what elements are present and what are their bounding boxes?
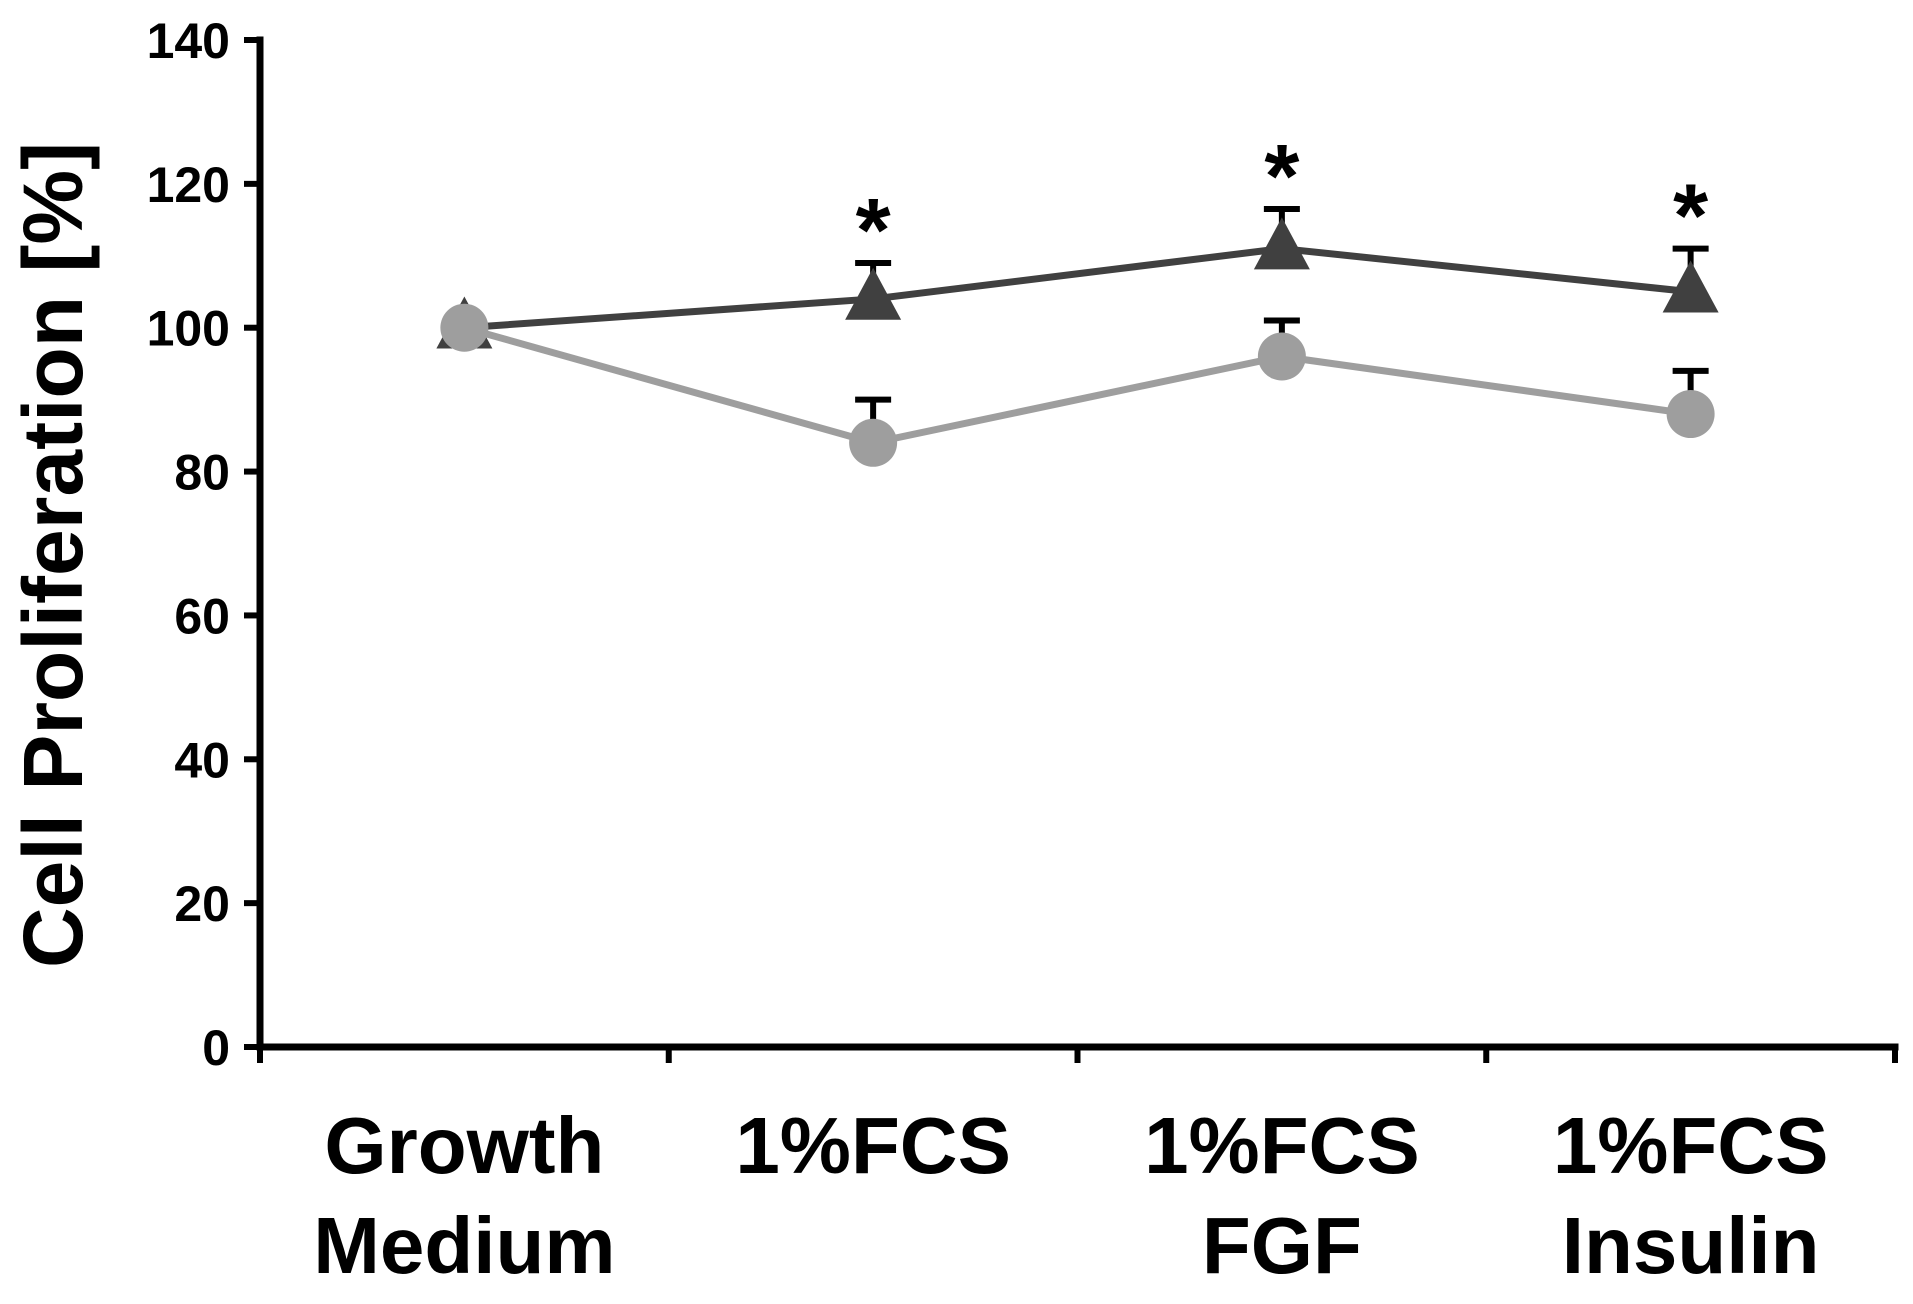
x-tick-label-line: 1%FCS: [1553, 1101, 1829, 1190]
y-axis-label: Cell Proliferation [%]: [6, 142, 100, 968]
x-axis-ticks: Growth Medium 1%FCS 1%FCS FGF 1%FCS Insulin: [257, 1047, 1898, 1290]
y-tick-label: 140: [147, 13, 230, 69]
y-tick-label: 60: [174, 588, 230, 644]
y-tick-label: 40: [174, 732, 230, 788]
x-tick-label-line: FGF: [1202, 1201, 1362, 1290]
x-tick-label-line: Insulin: [1562, 1201, 1820, 1290]
triangle-marker: [845, 267, 902, 320]
triangle-marker: [1662, 260, 1719, 313]
x-tick-label-line: Medium: [313, 1201, 615, 1290]
series-triangle: [436, 206, 1719, 349]
x-tick-label: 1%FCS FGF: [1144, 1101, 1420, 1290]
y-tick-label: 20: [174, 876, 230, 932]
y-tick-label: 100: [147, 301, 230, 357]
y-tick-label: 80: [174, 445, 230, 501]
series-circle: [440, 303, 1715, 467]
circle-marker: [1666, 390, 1715, 439]
significance-marker: *: [1673, 167, 1708, 267]
x-tick-label: Growth Medium: [313, 1101, 615, 1290]
x-tick-label-line: Growth: [324, 1101, 604, 1190]
x-tick-label: 1%FCS Insulin: [1553, 1101, 1829, 1290]
x-tick-label-line: 1%FCS: [1144, 1101, 1420, 1190]
series-line: [464, 245, 1691, 332]
significance-marker: *: [856, 181, 891, 281]
x-tick-label-line: 1%FCS: [735, 1101, 1011, 1190]
axes: [256, 36, 1899, 1051]
annotation-layer: * * *: [856, 127, 1709, 281]
series-layer: [436, 206, 1719, 467]
y-axis-ticks: 0 20 40 60 80 100 120 140: [147, 13, 260, 1076]
circle-marker: [1257, 332, 1306, 381]
y-tick-label: 0: [202, 1020, 230, 1076]
x-tick-label: 1%FCS: [735, 1101, 1011, 1190]
circle-marker: [440, 303, 489, 352]
triangle-marker: [1253, 217, 1310, 270]
y-tick-label: 120: [147, 157, 230, 213]
circle-marker: [849, 418, 898, 467]
series-line: [463, 324, 1692, 447]
significance-marker: *: [1264, 127, 1299, 227]
